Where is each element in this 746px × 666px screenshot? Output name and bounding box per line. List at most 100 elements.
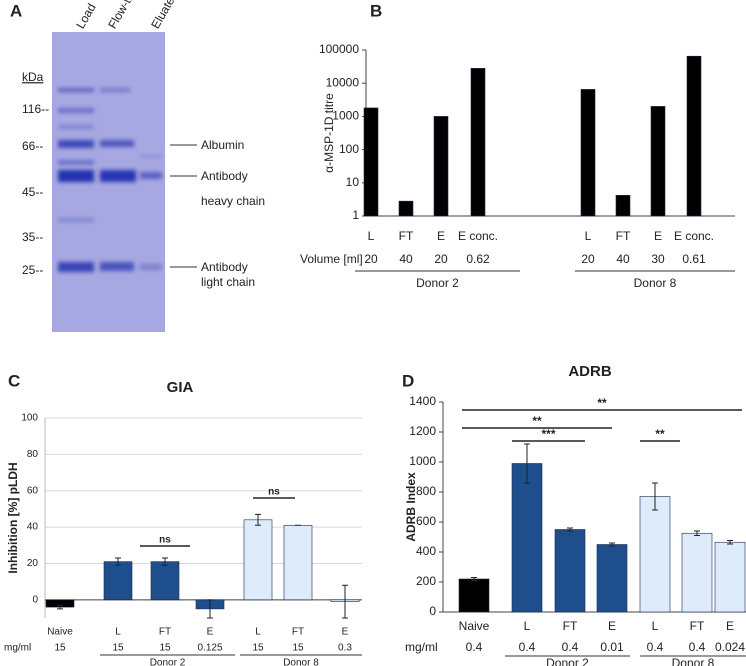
row-value: 0.4 (562, 640, 579, 654)
bar (470, 68, 486, 217)
panel-label: A (10, 1, 22, 20)
x-tick-label: Naive (47, 627, 73, 638)
lane-label: Flow-through (105, 0, 152, 31)
row-value: 0.3 (338, 643, 352, 654)
row-value: 20 (364, 252, 378, 266)
y-tick-label: 40 (27, 522, 39, 533)
x-tick-label: E (726, 619, 734, 633)
lane-label: Load (73, 1, 98, 31)
y-tick-label: 1000 (409, 454, 436, 468)
group-label: Donor 8 (634, 276, 677, 290)
bar (283, 524, 313, 601)
band-label: Antibody (201, 260, 248, 274)
y-axis-label: Inhibition [%] pLDH (6, 462, 20, 573)
bar (714, 541, 746, 613)
error-bar (471, 577, 477, 581)
bar (639, 496, 671, 613)
row-value: 15 (159, 643, 171, 654)
y-axis-label: ADRB Index (404, 472, 418, 542)
x-tick-label: L (255, 627, 261, 638)
bar (398, 200, 414, 217)
bar (243, 519, 273, 601)
row-value: 0.4 (647, 640, 664, 654)
bar (596, 544, 628, 613)
group-label: Donor 2 (546, 656, 589, 666)
x-tick-label: L (585, 229, 592, 243)
error-bar (207, 599, 213, 619)
significance-label: ** (655, 427, 665, 441)
significance-label: *** (541, 427, 555, 441)
row-value: 30 (651, 252, 665, 266)
error-bar (162, 557, 168, 566)
row-value: 0.024 (715, 640, 745, 654)
panel-label: D (402, 371, 414, 390)
x-tick-label: FT (292, 627, 304, 638)
x-tick-label: FT (159, 627, 171, 638)
x-tick-label: E (207, 627, 214, 638)
row-value: 15 (252, 643, 264, 654)
error-bar (524, 443, 530, 484)
error-bar (255, 513, 261, 526)
bar (458, 578, 490, 613)
marker-label: 25-- (22, 263, 43, 277)
marker-label: 66-- (22, 139, 43, 153)
x-tick-label: FT (399, 229, 414, 243)
y-tick-label: 0 (32, 594, 38, 605)
marker-label: 116-- (22, 102, 49, 116)
y-tick-label: 0 (429, 604, 436, 618)
row-value: 15 (54, 643, 66, 654)
error-bar (652, 482, 658, 511)
x-tick-label: E (608, 619, 616, 633)
bar (433, 116, 449, 217)
bar (681, 532, 713, 613)
error-bar (694, 530, 700, 536)
error-bar (609, 542, 615, 547)
y-tick-label: 80 (27, 449, 39, 460)
row-value: 0.125 (197, 643, 222, 654)
chart-title: ADRB (568, 363, 611, 380)
y-tick-label: 1400 (409, 394, 436, 408)
x-tick-label: L (524, 619, 531, 633)
row-label: mg/ml (405, 640, 438, 654)
chart-title: GIA (167, 379, 194, 396)
y-tick-label: 800 (416, 484, 436, 498)
x-tick-label: L (115, 627, 121, 638)
marker-label: 45-- (22, 185, 43, 199)
row-value: 40 (616, 252, 630, 266)
y-tick-label: 200 (416, 574, 436, 588)
error-bar (567, 527, 573, 532)
y-axis-label: α-MSP-1D titre (322, 93, 336, 173)
row-label: Volume [ml] (300, 252, 363, 266)
y-tick-label: 1000 (332, 109, 359, 123)
row-value: 20 (581, 252, 595, 266)
row-label: mg/ml (4, 643, 31, 654)
group-label: Donor 2 (416, 276, 459, 290)
y-tick-label: 400 (416, 544, 436, 558)
bar (150, 561, 180, 601)
bar (580, 89, 596, 217)
row-value: 0.4 (689, 640, 706, 654)
bar (363, 107, 379, 217)
x-tick-label: E (342, 627, 349, 638)
error-bar (342, 584, 348, 619)
row-value: 0.62 (466, 252, 490, 266)
group-label: Donor 2 (150, 658, 186, 666)
bar (615, 195, 631, 217)
bar (554, 529, 586, 613)
band-label: light chain (201, 275, 255, 289)
bar (686, 55, 702, 217)
x-tick-label: FT (616, 229, 631, 243)
row-value: 15 (292, 643, 304, 654)
marker-label: 35-- (22, 230, 43, 244)
x-tick-label: FT (690, 619, 705, 633)
y-tick-label: 1200 (409, 424, 436, 438)
x-tick-label: E (654, 229, 662, 243)
y-tick-label: 60 (27, 485, 39, 496)
row-value: 15 (112, 643, 124, 654)
lane-label: Eluate (148, 0, 177, 31)
significance-label: ns (159, 535, 171, 546)
row-value: 40 (399, 252, 413, 266)
significance-label: ** (532, 414, 542, 428)
row-value: 0.4 (519, 640, 536, 654)
x-tick-label: FT (563, 619, 578, 633)
